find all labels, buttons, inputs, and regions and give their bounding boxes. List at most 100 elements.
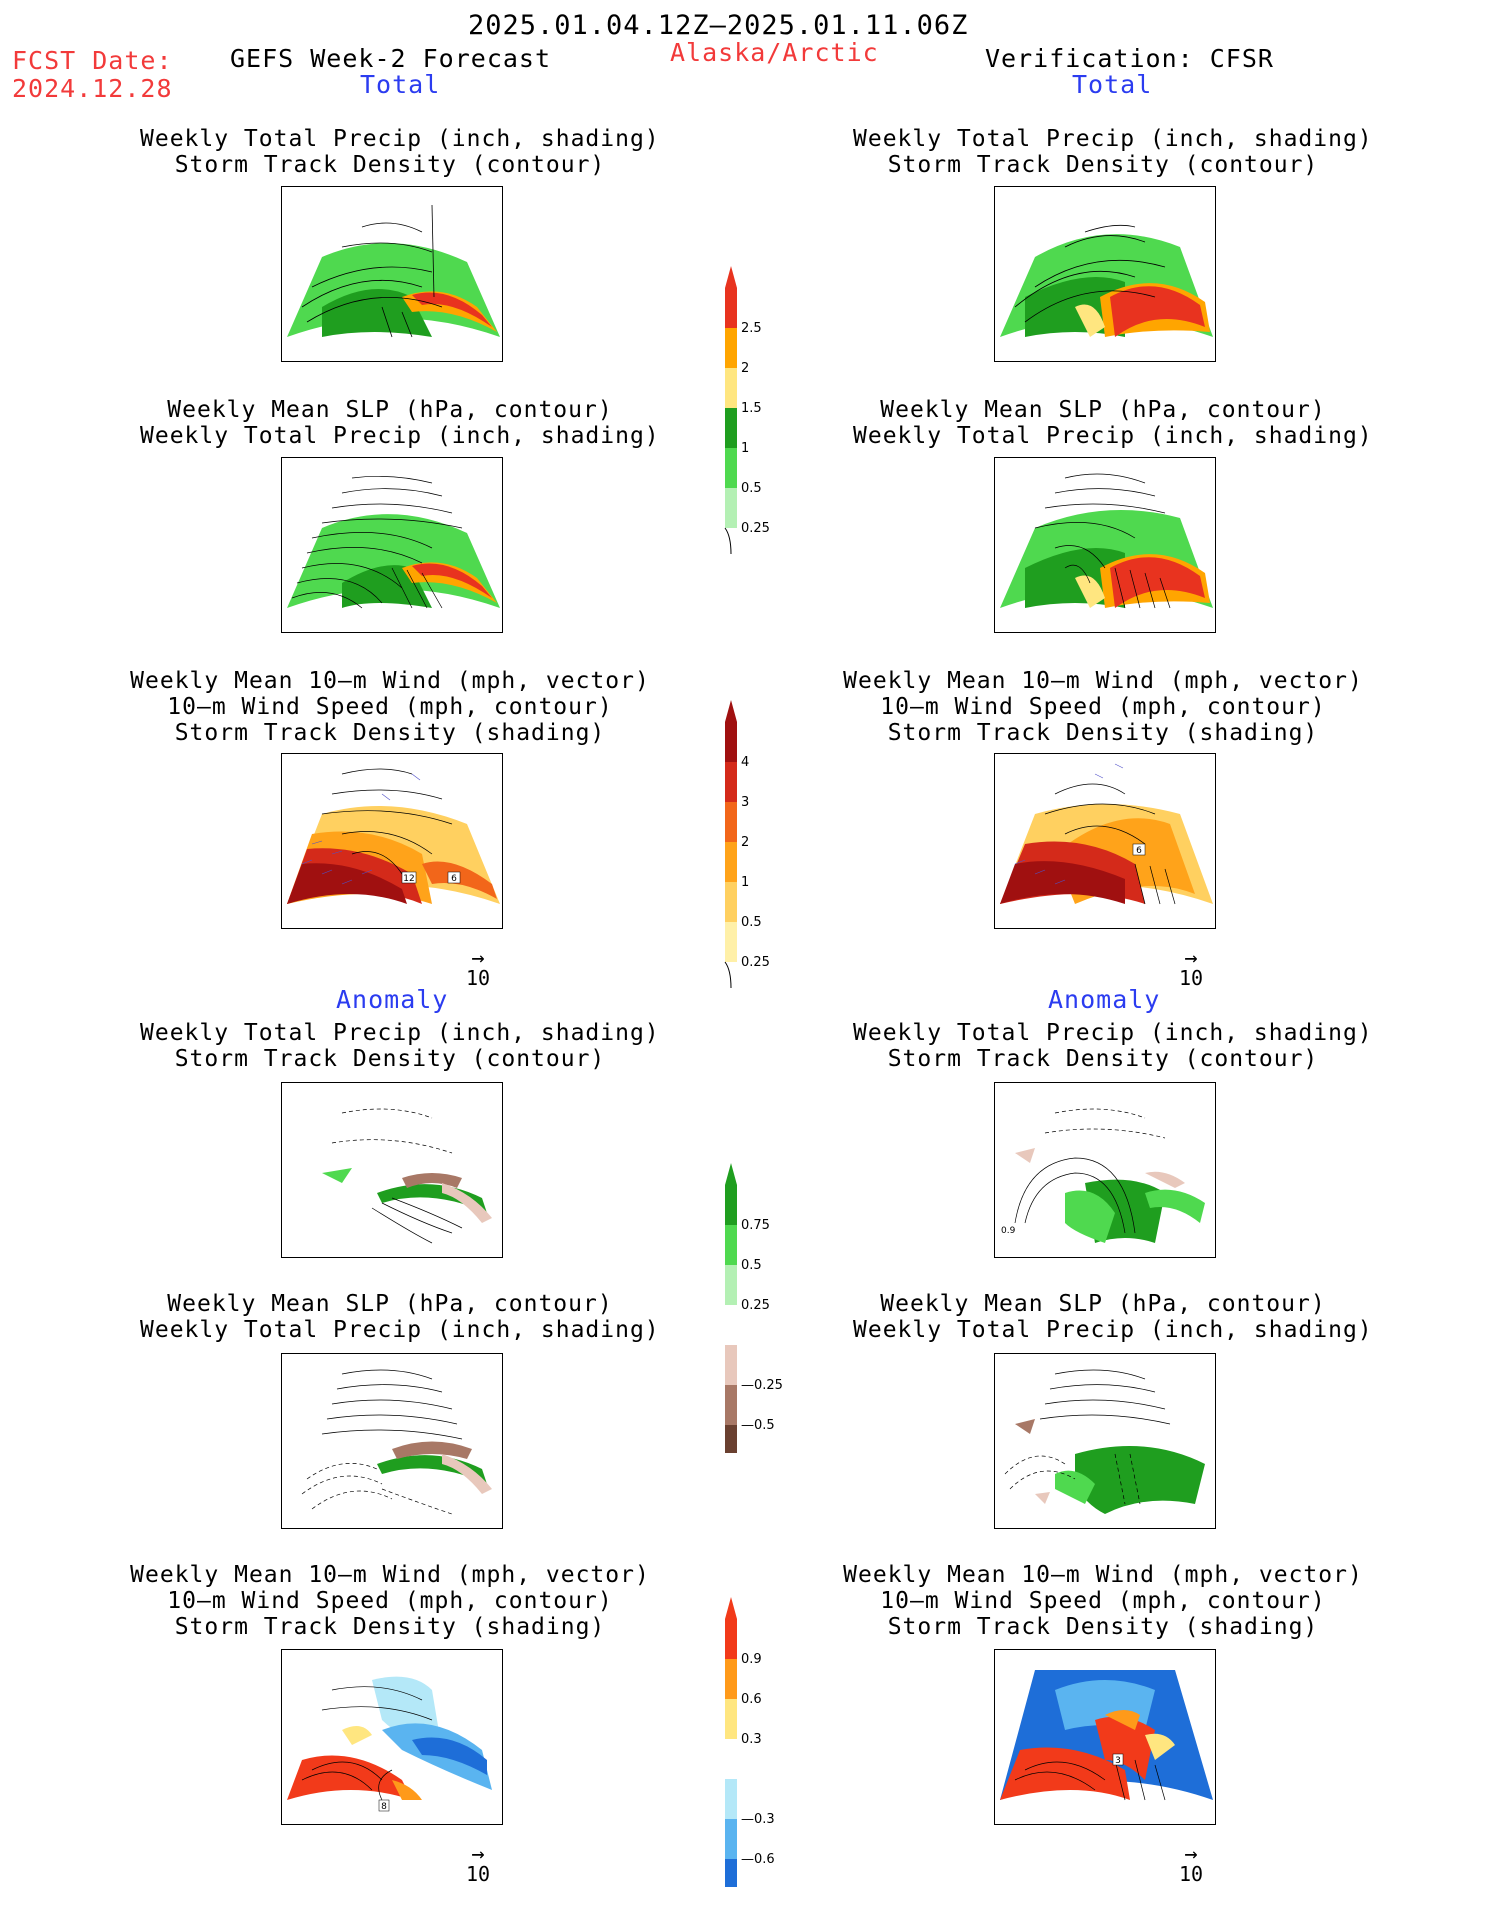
colorbar-segment [725,1819,737,1859]
panel-title: Weekly Mean 10—m Wind (mph, vector) 10—m … [130,668,650,746]
colorbar-label: 0.3 [741,1732,762,1747]
colorbar-label: —0.25 [741,1378,783,1393]
colorbar-segment [725,408,737,448]
colorbar-label: 0.5 [741,1258,762,1273]
colorbar-label: 1 [741,441,749,456]
colorbar-cap [725,1597,737,1619]
colorbar-precip-total: 2.5 2 1.5 1 0.5 0.25 [715,266,805,556]
colorbar-label: 1 [741,875,749,890]
colorbar-label: —0.5 [741,1418,775,1433]
contour-label: 3 [1115,1756,1121,1766]
panel-title: Weekly Mean SLP (hPa, contour) Weekly Tot… [853,397,1373,449]
map-anom-slp-precip-forecast [281,1353,503,1529]
colorbar-label: 0.9 [741,1652,762,1667]
colorbar-label: 0.25 [741,955,770,970]
colorbar-segment [725,1425,737,1453]
contour-label: 0.9 [1001,1226,1016,1236]
reference-vector: → 10 [465,946,491,991]
section-anomaly-left: Anomaly [336,985,449,1014]
colorbar-segment [725,1739,737,1779]
colorbar-segment [725,488,737,528]
colorbar-label: —0.3 [741,1812,775,1827]
colorbar-cap [725,1163,737,1185]
colorbar-segment [725,802,737,842]
colorbar-segment [725,1619,737,1659]
contour-label: 6 [451,874,457,884]
colorbar-label: 0.75 [741,1218,770,1233]
colorbar-segment [725,1265,737,1305]
colorbar-segment [725,882,737,922]
panel-title: Weekly Total Precip (inch, shading) Storm… [853,1020,1373,1072]
map-total-slp-precip-verification [994,457,1216,633]
map-total-wind-forecast: 12 6 [281,753,503,929]
colorbar-segment [725,328,737,368]
map-anom-precip-track-verification: 0.9 [994,1082,1216,1258]
map-total-precip-track-verification [994,186,1216,362]
region-title: Alaska/Arctic [670,38,879,67]
contour-label: 12 [403,874,414,884]
colorbar-segment [725,842,737,882]
colorbar-cap [725,700,737,722]
colorbar-label: 0.5 [741,915,762,930]
colorbar-segment [725,1345,737,1385]
colorbar-label: 3 [741,795,749,810]
colorbar-segment [725,1779,737,1819]
map-total-slp-precip-forecast [281,457,503,633]
colorbar-svg: 0.90.60.3—0.3—0.6—0.9 [725,1597,775,1887]
panel-title: Weekly Mean SLP (hPa, contour) Weekly Tot… [140,397,660,449]
colorbar-cap [724,961,732,989]
colorbar-label: 2 [741,835,749,850]
colorbar-svg: 0.750.50.25—0.25—0.5—0.75 [725,1163,783,1453]
contour-label: 8 [381,1802,387,1812]
colorbar-segment [725,1859,737,1887]
map-total-precip-track-forecast [281,186,503,362]
colorbar-label: 2 [741,361,749,376]
colorbar-precip-anom: 0.750.50.25—0.25—0.5—0.75 [715,1163,805,1453]
map-total-wind-verification: 6 [994,753,1216,929]
reference-vector: → 10 [465,1842,491,1887]
colorbar-segment [725,1659,737,1699]
verification-title: Verification: CFSR [985,44,1274,73]
colorbar-segment [725,1185,737,1225]
colorbar-label: 0.6 [741,1692,762,1707]
colorbar-segment [725,1225,737,1265]
panel-title: Weekly Total Precip (inch, shading) Storm… [853,126,1373,178]
reference-vector: → 10 [1178,1842,1204,1887]
colorbar-cap [724,527,732,555]
colorbar-label: 1.5 [741,401,762,416]
contour-label: 6 [1136,846,1142,856]
panel-title: Weekly Mean SLP (hPa, contour) Weekly Tot… [853,1291,1373,1343]
colorbar-cap [725,266,737,288]
colorbar-segment [725,448,737,488]
panel-title: Weekly Total Precip (inch, shading) Storm… [140,1020,660,1072]
colorbar-svg: 2.5 2 1.5 1 0.5 0.25 [724,266,770,555]
colorbar-segment [725,1699,737,1739]
date-range-title: 2025.01.04.12Z—2025.01.11.06Z [468,10,969,41]
colorbar-segment [725,288,737,328]
panel-title: Weekly Mean 10—m Wind (mph, vector) 10—m … [843,1562,1363,1640]
colorbar-label: 0.25 [741,1298,770,1313]
colorbar-segment [725,1305,737,1345]
fcst-date-value: 2024.12.28 [12,74,173,103]
colorbar-track-anom: 0.90.60.3—0.3—0.6—0.9 [715,1597,805,1887]
colorbar-track-total: 4 3 2 1 0.5 0.25 [715,700,805,990]
fcst-date-label: FCST Date: [12,46,173,75]
section-total-left: Total [360,70,441,99]
reference-vector: → 10 [1178,946,1204,991]
colorbar-svg: 4 3 2 1 0.5 0.25 [724,700,770,989]
colorbar-label: 2.5 [741,321,762,336]
panel-title: Weekly Total Precip (inch, shading) Storm… [140,126,660,178]
colorbar-segment [725,922,737,962]
map-anom-wind-verification: 3 [994,1649,1216,1825]
colorbar-label: —0.6 [741,1852,775,1867]
map-anom-wind-forecast: 8 [281,1649,503,1825]
product-title: GEFS Week-2 Forecast [230,44,552,73]
panel-title: Weekly Mean SLP (hPa, contour) Weekly Tot… [140,1291,660,1343]
colorbar-segment [725,722,737,762]
colorbar-segment [725,368,737,408]
colorbar-segment [725,1385,737,1425]
colorbar-segment [725,762,737,802]
colorbar-label: 0.5 [741,481,762,496]
colorbar-label: 0.25 [741,521,770,536]
panel-title: Weekly Mean 10—m Wind (mph, vector) 10—m … [843,668,1363,746]
